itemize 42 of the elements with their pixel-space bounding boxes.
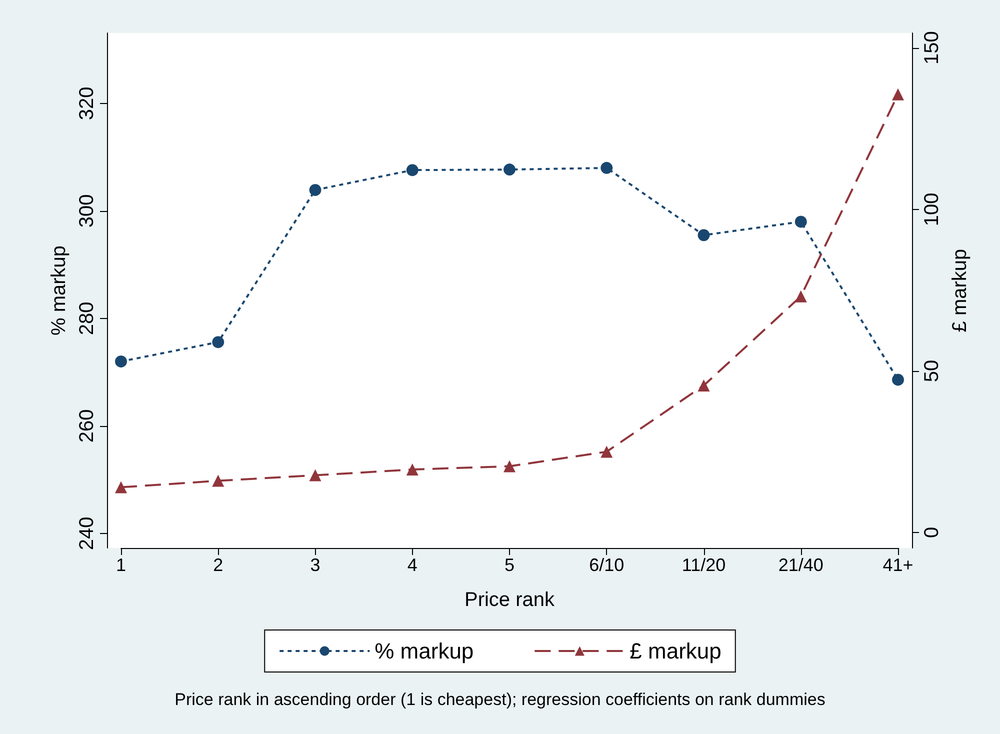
x-tick-label: 6/10 — [589, 555, 624, 575]
point — [698, 229, 710, 242]
point — [600, 162, 613, 174]
y2-tick-label: 0 — [921, 526, 943, 538]
point — [406, 164, 418, 176]
point — [892, 88, 904, 100]
y-tick-label: 320 — [76, 86, 98, 120]
point — [504, 460, 516, 472]
y2-tick-label: 150 — [921, 31, 943, 65]
x-axis-title: Price rank — [464, 589, 556, 611]
point — [892, 374, 904, 386]
x-tick-label: 41+ — [882, 555, 914, 575]
x-tick-label: 21/40 — [778, 555, 824, 575]
text: Price rank in ascending order (1 is cheapest); regression coefficients on rank dummies — [174, 690, 826, 709]
y-tick-label: 240 — [76, 516, 98, 550]
x-tick-label: 3 — [310, 555, 320, 575]
point — [115, 481, 127, 494]
point — [309, 184, 322, 196]
y-tick-label: 260 — [76, 409, 98, 443]
legend-label: £ markup — [630, 638, 722, 664]
y-tick-label: 280 — [76, 302, 98, 336]
y2-axis-title: £ markup — [949, 248, 971, 332]
point — [794, 290, 807, 302]
legend-label: % markup — [374, 638, 474, 664]
point — [115, 355, 127, 368]
y2-tick-label: 50 — [921, 360, 943, 382]
x-tick-label: 2 — [213, 555, 224, 575]
y-axis-title: % markup — [48, 245, 70, 336]
point — [600, 446, 613, 458]
x-tick-label: 1 — [116, 555, 126, 575]
x-tick-label: 4 — [407, 555, 418, 575]
point — [794, 216, 807, 228]
point — [212, 336, 224, 348]
y2-tick-label: 100 — [921, 192, 943, 226]
point — [309, 469, 322, 482]
point — [504, 164, 516, 176]
point — [406, 463, 418, 476]
point — [212, 474, 224, 487]
point — [698, 379, 710, 392]
y-tick-label: 300 — [76, 194, 98, 228]
x-tick-label: 11/20 — [682, 555, 726, 575]
x-tick-label: 5 — [504, 555, 515, 575]
